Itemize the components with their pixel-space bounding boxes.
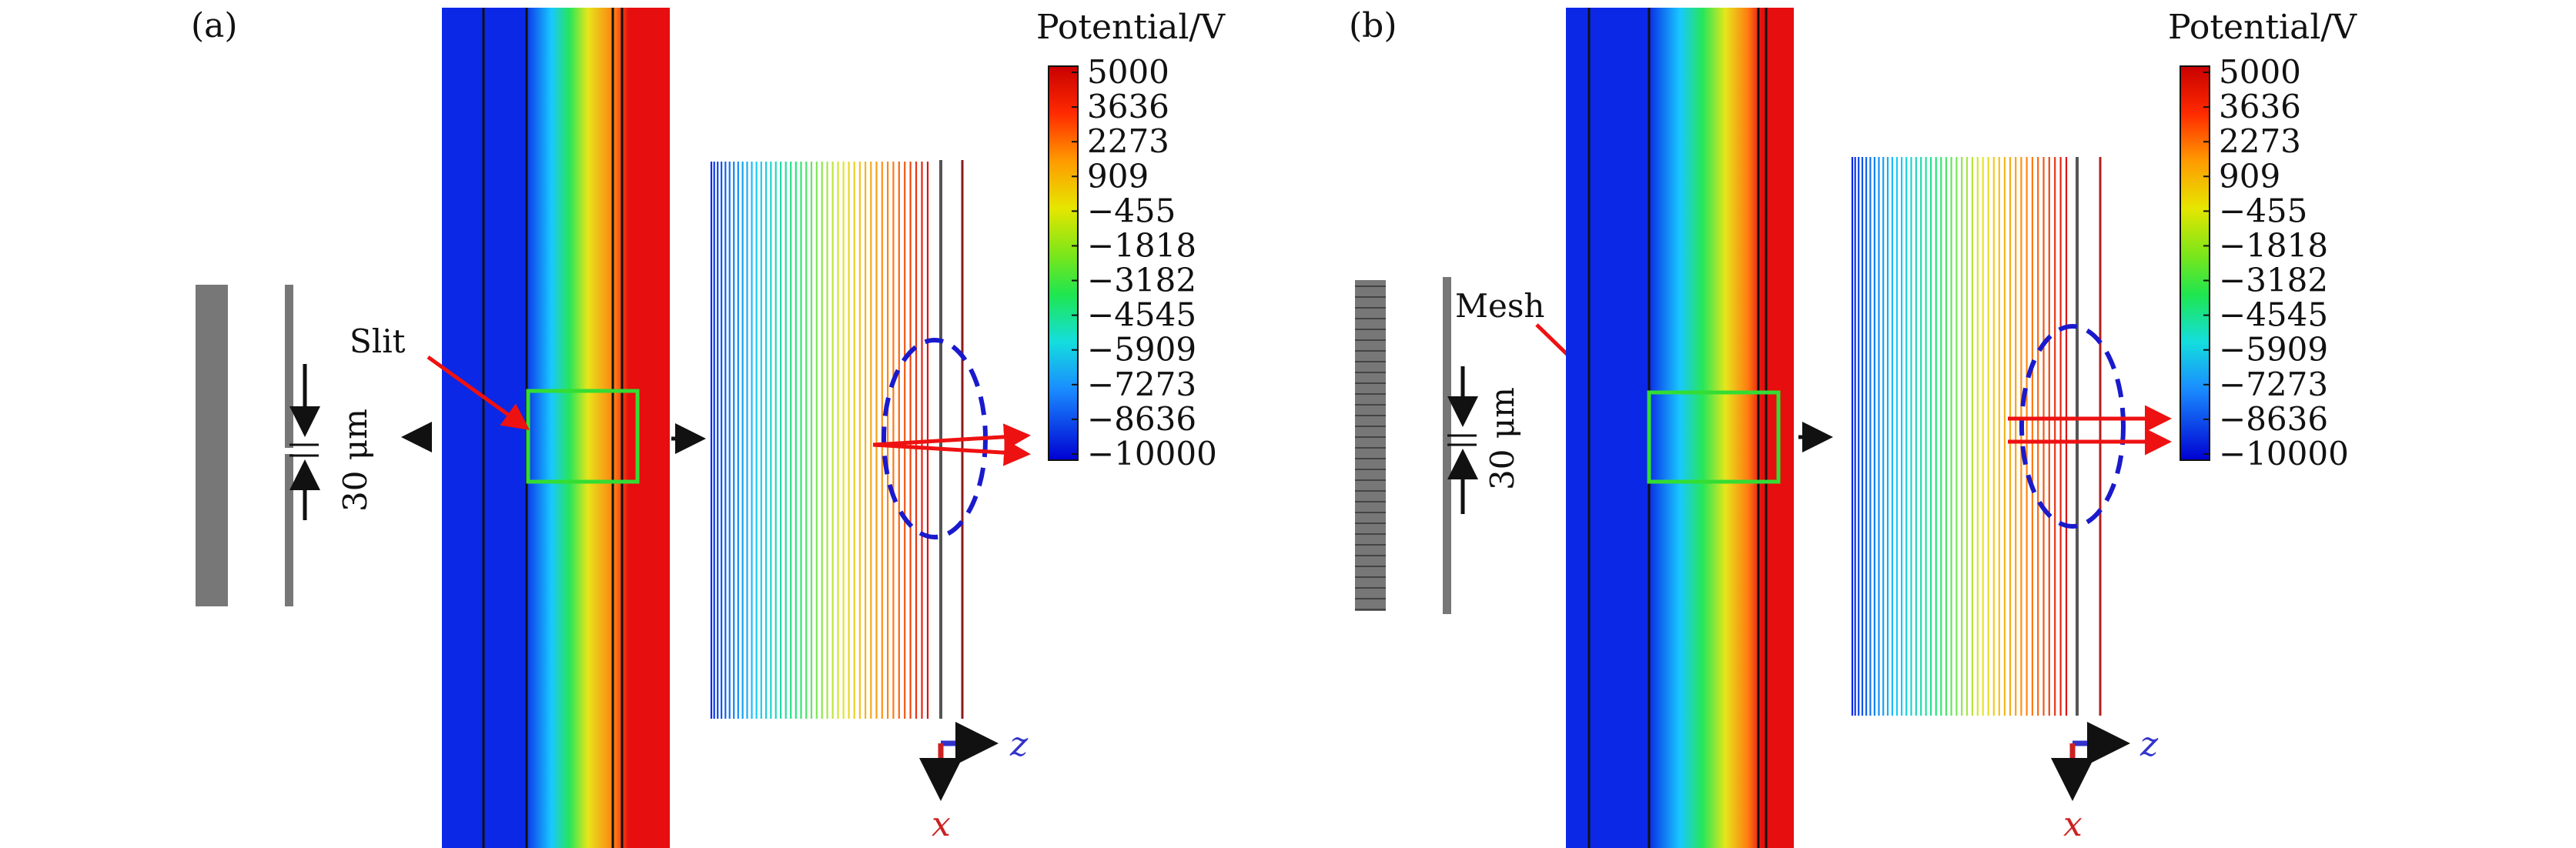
colorbar-b-ticks: 500036362273909−455−1818−3182−4545−5909−… <box>2203 53 2349 472</box>
panel-a-callout-arrow <box>427 355 530 430</box>
panel-b-dimension-marker <box>1447 366 1478 514</box>
colorbar-tick-label: −3182 <box>1087 262 1196 299</box>
colorbar-tick-label: −10000 <box>1087 435 1217 472</box>
colorbar-tick-label: −8636 <box>2219 400 2328 438</box>
colorbar-tick-label: −7273 <box>2219 366 2328 403</box>
colorbar-b-title: Potential/V <box>2168 8 2357 47</box>
panel-a-equipotential-lines <box>710 162 929 719</box>
panel-b-callout-label: Mesh <box>1455 287 1544 325</box>
panel-a-zoom-box <box>526 389 640 484</box>
panel-b-z-label: z <box>2139 725 2159 764</box>
panel-b-dimension-label: 30 μm <box>1484 387 1521 490</box>
panel-a-potential-map <box>442 8 670 848</box>
panel-a-slit-electrode-top <box>285 285 293 448</box>
panel-a-trajectory-arrow <box>872 423 1031 451</box>
colorbar-b: Potential/V 500036362273909−455−1818−318… <box>2168 8 2357 472</box>
colorbar-tick-label: −4545 <box>1087 296 1196 334</box>
colorbar-tick-label: −4545 <box>2219 296 2328 334</box>
colorbar-tick-label: −5909 <box>1087 331 1196 369</box>
panel-b-zoom-box <box>1647 390 1781 484</box>
colorbar-tick-label: −10000 <box>2219 435 2349 472</box>
colorbar-tick-label: 909 <box>2219 157 2280 195</box>
panel-a-dimension-marker <box>289 364 320 520</box>
colorbar-tick-label: 5000 <box>1087 53 1169 91</box>
colorbar-tick-label: −1818 <box>1087 226 1196 264</box>
panel-b: (b) 30 μm Mesh <box>1349 6 2172 848</box>
colorbar-a: Potential/V 500036362273909−455−1818−318… <box>1036 8 1226 472</box>
panel-a-callout-label: Slit <box>350 322 406 360</box>
colorbar-tick-label: 2273 <box>1087 122 1169 160</box>
panel-b-potential-map <box>1566 8 1794 848</box>
panel-b-mesh-cathode <box>1355 280 1386 611</box>
colorbar-a-ticks: 500036362273909−455−1818−3182−4545−5909−… <box>1072 53 1217 472</box>
panel-a-cathode-plate <box>196 285 228 606</box>
panel-b-focus-ellipse <box>2019 324 2126 529</box>
panel-a-trajectory-arrow <box>872 439 1031 466</box>
panel-a: (a) 30 μm Slit <box>191 6 1031 848</box>
colorbar-tick-label: 5000 <box>2219 53 2301 91</box>
panel-a-label: (a) <box>191 6 238 45</box>
colorbar-tick-label: −8636 <box>1087 400 1196 438</box>
colorbar-tick-label: −7273 <box>1087 366 1196 403</box>
colorbar-tick-label: −3182 <box>2219 262 2328 299</box>
colorbar-tick-label: −455 <box>1087 192 1176 229</box>
panel-b-label: (b) <box>1349 6 1397 45</box>
panel-a-z-label: z <box>1009 725 1029 764</box>
panel-a-axis-triad: z x <box>919 722 1029 844</box>
panel-b-x-label: x <box>2063 805 2083 844</box>
colorbar-tick-label: 3636 <box>2219 88 2301 125</box>
panel-b-axis-triad: z x <box>2051 722 2159 844</box>
panel-a-x-label: x <box>932 805 951 844</box>
colorbar-a-title: Potential/V <box>1036 8 1226 47</box>
panel-a-dimension-label: 30 μm <box>336 409 374 512</box>
colorbar-tick-label: −5909 <box>2219 331 2328 369</box>
colorbar-tick-label: 2273 <box>2219 122 2301 160</box>
panel-b-equipotential-lines <box>1851 157 2068 716</box>
colorbar-tick-label: 909 <box>1087 157 1149 195</box>
colorbar-tick-label: −1818 <box>2219 226 2328 264</box>
colorbar-a-gradient <box>1048 65 1079 461</box>
colorbar-b-gradient <box>2180 65 2210 461</box>
panel-b-mesh-electrode <box>1443 277 1451 614</box>
panel-a-slit-electrode-bottom <box>285 454 293 606</box>
colorbar-tick-label: 3636 <box>1087 88 1169 125</box>
colorbar-tick-label: −455 <box>2219 192 2307 229</box>
